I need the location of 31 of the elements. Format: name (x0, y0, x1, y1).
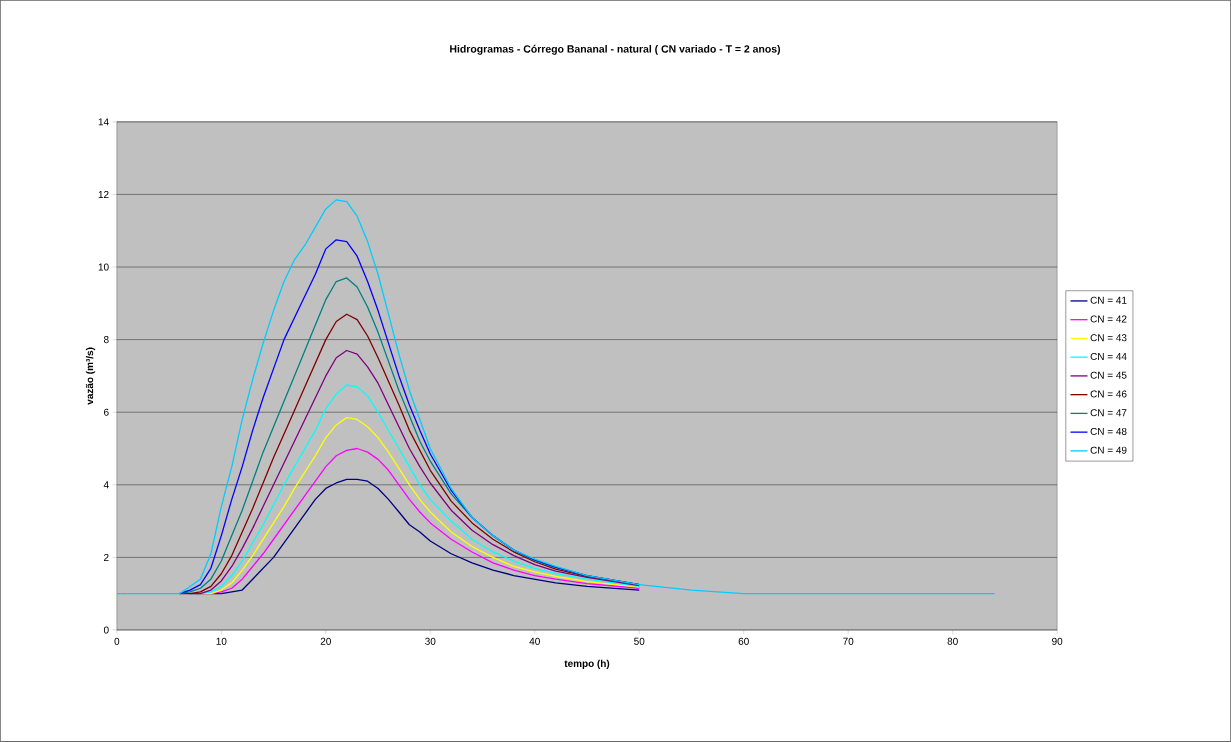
y-tick-label: 12 (98, 191, 109, 198)
x-tick-label: 80 (947, 637, 958, 645)
y-tick-label: 8 (103, 336, 109, 344)
x-tick-label: 0 (114, 637, 120, 645)
chart-title: Hidrogramas - Córrego Bananal - natural ( CN variado - T = 2 anos) (450, 44, 781, 55)
y-tick-label: 4 (103, 481, 109, 489)
legend-label: CN = 46 (1090, 390, 1127, 398)
y-tick-label: 2 (104, 554, 109, 561)
x-axis-title: tempo (h) (564, 659, 610, 670)
y-tick-label: 10 (98, 263, 109, 271)
y-tick-label: 6 (104, 408, 109, 416)
x-tick-label: 60 (738, 637, 749, 645)
x-tick-label: 50 (634, 637, 645, 645)
x-tick-label: 70 (843, 637, 854, 645)
legend-label: CN = 49 (1090, 446, 1127, 454)
x-tick-label: 10 (216, 637, 227, 645)
legend-label: CN = 44 (1090, 353, 1127, 361)
x-tick-label: 90 (1052, 637, 1063, 645)
legend-label: CN = 43 (1090, 334, 1127, 342)
line-series (116, 199, 996, 595)
y-axis-title: vazão (m³/s) (85, 347, 96, 405)
legend-label: CN = 42 (1090, 315, 1127, 323)
x-tick-label: 40 (529, 637, 540, 645)
x-tick-label: 30 (425, 637, 436, 645)
legend-label: CN = 41 (1090, 296, 1127, 304)
x-tick-label: 20 (320, 637, 331, 645)
legend-label: CN = 48 (1090, 427, 1127, 436)
legend-label: CN = 47 (1090, 409, 1127, 417)
legend-label: CN = 45 (1090, 371, 1127, 379)
y-tick-label: 14 (98, 118, 109, 126)
y-tick-label: 0 (103, 626, 109, 634)
